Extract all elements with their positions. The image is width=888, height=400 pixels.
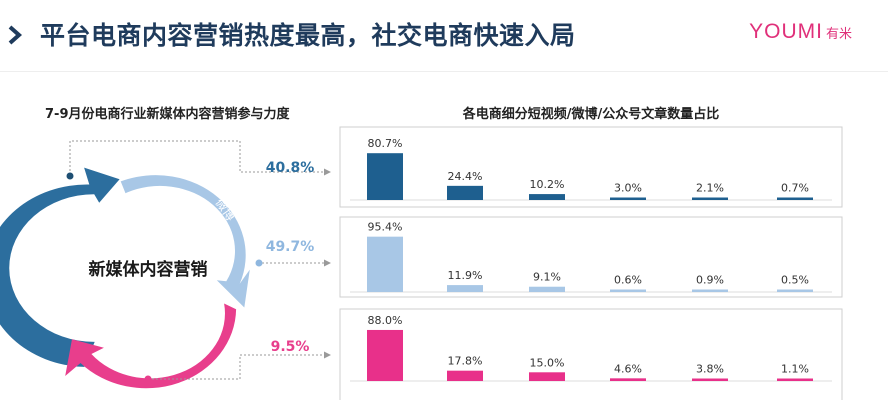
bar-value-label: 95.4% [368,221,403,234]
donut-segment-official-account [65,303,237,389]
bar-value-label: 15.0% [530,356,565,369]
bar-value-label: 88.0% [368,314,403,327]
bar-短视频-1 [367,153,403,200]
bar-微博-5 [692,289,728,292]
bar-短视频-6 [777,197,813,200]
bar-微博-3 [529,286,565,292]
bar-value-label: 3.8% [696,363,724,376]
bar-微博-1 [367,236,403,292]
bar-value-label: 24.4% [448,170,483,183]
bar-group: 95.4% 11.9% 9.1% 0.6% 0.9% 0.5% [367,221,813,292]
bar-value-label: 11.9% [448,269,483,282]
bar-短视频-2 [447,185,483,200]
donut-ring [0,167,250,389]
bar-公众号-5 [692,378,728,381]
left-panel-title: 7-9月份电商行业新媒体内容营销参与力度 [45,107,290,122]
bar-短视频-3 [529,194,565,200]
bar-公众号-4 [610,378,646,381]
connector-top [69,140,331,176]
bar-value-label: 0.7% [781,182,809,195]
connector-dot-bottom [144,375,152,383]
bar-value-label: 80.7% [368,137,403,150]
page-title: 平台电商内容营销热度最高，社交电商快速入局 [40,21,576,50]
bar-微博-2 [447,285,483,292]
donut-label-short-video: 短视频 [49,210,76,252]
donut-label-official-account: 公众号 [142,341,183,364]
chart-title: 各电商细分短视频/微博/公众号文章数量占比 [462,107,720,122]
brand-logo: YOUMI 有米 [749,20,852,44]
connector-dot-middle [255,259,263,267]
header: 平台电商内容营销热度最高，社交电商快速入局 YOUMI 有米 [0,0,888,72]
bar-公众号-3 [529,372,565,381]
bar-微博-4 [610,289,646,292]
bar-panel-frame [339,216,843,298]
bar-value-label: 17.8% [448,355,483,368]
donut-segment-short-video [0,167,120,367]
bar-微博-6 [777,289,813,292]
bar-panel-official-account: 88.0% 17.8% 15.0% 4.6% 3.8% 1.1% [339,308,843,400]
bar-value-label: 10.2% [530,178,565,191]
bar-公众号-2 [447,370,483,381]
bar-value-label: 1.1% [781,363,809,376]
bar-value-label: 3.0% [614,182,642,195]
bar-value-label: 4.6% [614,362,642,375]
bar-value-label: 0.9% [696,274,724,287]
logo-text: YOUMI [749,20,823,43]
bar-公众号-6 [777,378,813,381]
bar-group: 88.0% 17.8% 15.0% 4.6% 3.8% 1.1% [367,314,813,381]
donut-segment-weibo [120,175,250,308]
logo-cn-text: 有米 [825,27,852,42]
bar-value-label: 0.5% [781,274,809,287]
share-label-official-account: 9.5% [271,339,310,355]
bar-value-label: 0.6% [614,274,642,287]
share-label-weibo: 49.7% [266,239,315,255]
bar-panel-weibo: 95.4% 11.9% 9.1% 0.6% 0.9% 0.5% [339,216,843,298]
bar-value-label: 9.1% [533,271,561,284]
bar-panel-frame [339,308,843,400]
bar-panel-frame [339,126,843,208]
connector-bottom [148,351,331,380]
bar-短视频-4 [610,197,646,200]
connector-dot-top [66,172,74,180]
bar-短视频-5 [692,197,728,200]
share-label-short-video: 40.8% [266,160,315,176]
chevron-right-icon [8,25,23,45]
donut-center-label: 新媒体内容营销 [89,259,208,280]
connectors [66,140,331,383]
header-divider [0,71,888,72]
bar-value-label: 2.1% [696,182,724,195]
bar-panel-short-video: 80.7% 24.4% 10.2% 3.0% 2.1% 0.7% [339,126,843,208]
bar-公众号-1 [367,329,403,381]
bar-group: 80.7% 24.4% 10.2% 3.0% 2.1% 0.7% [367,137,813,200]
